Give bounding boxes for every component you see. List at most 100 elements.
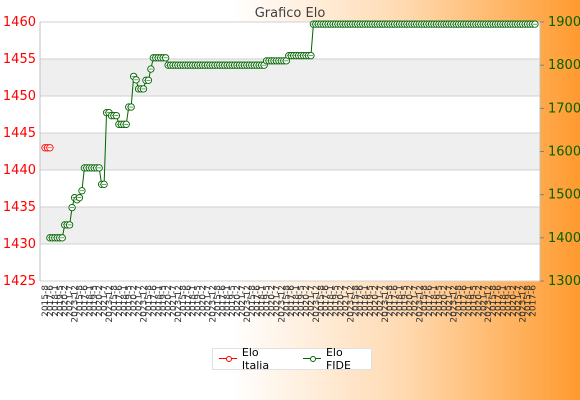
x-tick-label: 2021-7 — [445, 285, 455, 317]
left-tick-label: 1425 — [3, 274, 36, 289]
x-tick-label: 2015-8 — [282, 285, 292, 317]
x-tick-label: 2023-12 — [139, 285, 149, 323]
x-tick-label: 2015-8 — [248, 285, 258, 317]
x-tick-label: 2018-1 — [499, 285, 509, 317]
x-tick-label: 2023-12 — [346, 285, 356, 323]
x-tick-label: 2015-8 — [110, 285, 120, 317]
x-tick-label: 2020-2 — [509, 285, 519, 317]
x-tick-label: 2017-6 — [356, 285, 366, 317]
x-tick-label: 2019-5 — [435, 285, 445, 317]
x-tick-label: 2018-1 — [396, 285, 406, 317]
x-tick-label: 2019-5 — [366, 285, 376, 317]
grid-lines — [40, 21, 540, 282]
grid-band — [40, 133, 540, 170]
x-tick-label: 2023-12 — [243, 285, 253, 323]
x-tick-label: 2019-5 — [263, 285, 273, 317]
x-tick-label: 2015-8 — [455, 285, 465, 317]
elo-fide-marker-icon — [303, 354, 321, 364]
x-tick-label: 2021-7 — [376, 285, 386, 317]
x-tick-label: 2019-5 — [90, 285, 100, 317]
x-tick-label: 2017-6 — [149, 285, 159, 317]
left-tick-label: 1445 — [3, 126, 36, 141]
x-tick-label: 2019-5 — [297, 285, 307, 317]
chart-title: Grafico Elo — [255, 6, 326, 21]
x-tick-label: 2023-12 — [105, 285, 115, 323]
left-tick-label: 1435 — [3, 200, 36, 215]
x-tick-label: 2018-1 — [292, 285, 302, 317]
right-axis: 1300 1400 1500 1600 1700 1800 1900 — [540, 15, 580, 289]
right-tick-label: 1800 — [548, 58, 580, 73]
x-tick-label: 2015-8 — [144, 285, 154, 317]
right-tick-label: 1700 — [548, 101, 580, 116]
x-tick-label: 2017-6 — [80, 285, 90, 317]
grid-band — [40, 59, 540, 96]
x-tick-label: 2020-2 — [130, 285, 140, 317]
x-tick-label: 2018-1 — [154, 285, 164, 317]
x-tick-label: 2021-7 — [514, 285, 524, 317]
right-tick-label: 1900 — [548, 15, 580, 30]
x-tick-label: 2015-8 — [179, 285, 189, 317]
x-tick-label: 2023-12 — [71, 285, 81, 323]
x-tick-label: 2021-7 — [66, 285, 76, 317]
x-tick-label: 2017-6 — [218, 285, 228, 317]
x-tick-label: 2020-2 — [233, 285, 243, 317]
x-tick-label: 2021-7 — [100, 285, 110, 317]
x-tick-label: 2015-8 — [41, 285, 51, 317]
legend-label-elo-fide: Elo FIDE — [325, 346, 351, 372]
x-tick-label: 2023-12 — [174, 285, 184, 323]
x-tick-label: 2023-12 — [277, 285, 287, 323]
x-tick-label: 2017-6 — [46, 285, 56, 317]
x-tick-label: 2015-8 — [386, 285, 396, 317]
x-tick-label: 2020-2 — [474, 285, 484, 317]
x-tick-label: 2020-2 — [336, 285, 346, 317]
x-tick-label: 2021-7 — [479, 285, 489, 317]
x-tick-label: 2019-5 — [194, 285, 204, 317]
x-tick-label: 2021-7 — [272, 285, 282, 317]
x-tick-label: 2019-5 — [400, 285, 410, 317]
right-tick-label: 1400 — [548, 231, 580, 246]
right-tick-label: 1300 — [548, 274, 580, 289]
x-tick-label: 2017-6 — [529, 285, 539, 317]
x-tick-label: 2018-1 — [465, 285, 475, 317]
x-tick-label: 2021-7 — [204, 285, 214, 317]
x-tick-label: 2019-5 — [469, 285, 479, 317]
grid-band — [40, 207, 540, 244]
x-tick-label: 2018-1 — [120, 285, 130, 317]
x-tick-label: 2019-5 — [159, 285, 169, 317]
legend-label-elo-italia: Elo Italia — [241, 346, 270, 372]
x-tick-label: 2018-1 — [327, 285, 337, 317]
left-tick-label: 1440 — [3, 163, 36, 178]
x-tick-label: 2023-12 — [519, 285, 529, 323]
left-tick-label: 1455 — [3, 52, 36, 67]
x-tick-label: 2023-12 — [484, 285, 494, 323]
x-tick-label: 2021-7 — [238, 285, 248, 317]
x-tick-label: 2023-12 — [450, 285, 460, 323]
x-tick-label: 2020-2 — [164, 285, 174, 317]
x-tick-label: 2018-1 — [51, 285, 61, 317]
x-tick-label: 2021-7 — [307, 285, 317, 317]
x-tick-label: 2017-6 — [460, 285, 470, 317]
x-tick-label: 2017-6 — [253, 285, 263, 317]
x-tick-label: 2020-2 — [95, 285, 105, 317]
x-tick-label: 2020-2 — [268, 285, 278, 317]
x-tick-label: 2023-12 — [415, 285, 425, 323]
x-tick-label: 2017-6 — [287, 285, 297, 317]
x-tick-label: 2017-6 — [184, 285, 194, 317]
x-tick-label: 2023-12 — [208, 285, 218, 323]
x-tick-label: 2017-6 — [322, 285, 332, 317]
plot-background — [40, 22, 540, 281]
x-tick-label: 2021-7 — [410, 285, 420, 317]
x-tick-label: 2019-5 — [504, 285, 514, 317]
x-tick-label: 2023-12 — [312, 285, 322, 323]
x-tick-label: 2017-6 — [494, 285, 504, 317]
elo-italia-marker-icon — [219, 354, 237, 364]
left-tick-label: 1450 — [3, 89, 36, 104]
x-tick-label: 2018-1 — [430, 285, 440, 317]
x-tick-label: 2020-2 — [61, 285, 71, 317]
x-tick-label: 2015-8 — [420, 285, 430, 317]
x-tick-label: 2015-8 — [317, 285, 327, 317]
x-tick-label: 2020-2 — [302, 285, 312, 317]
x-tick-label: 2017-6 — [115, 285, 125, 317]
x-tick-label: 2019-5 — [56, 285, 66, 317]
